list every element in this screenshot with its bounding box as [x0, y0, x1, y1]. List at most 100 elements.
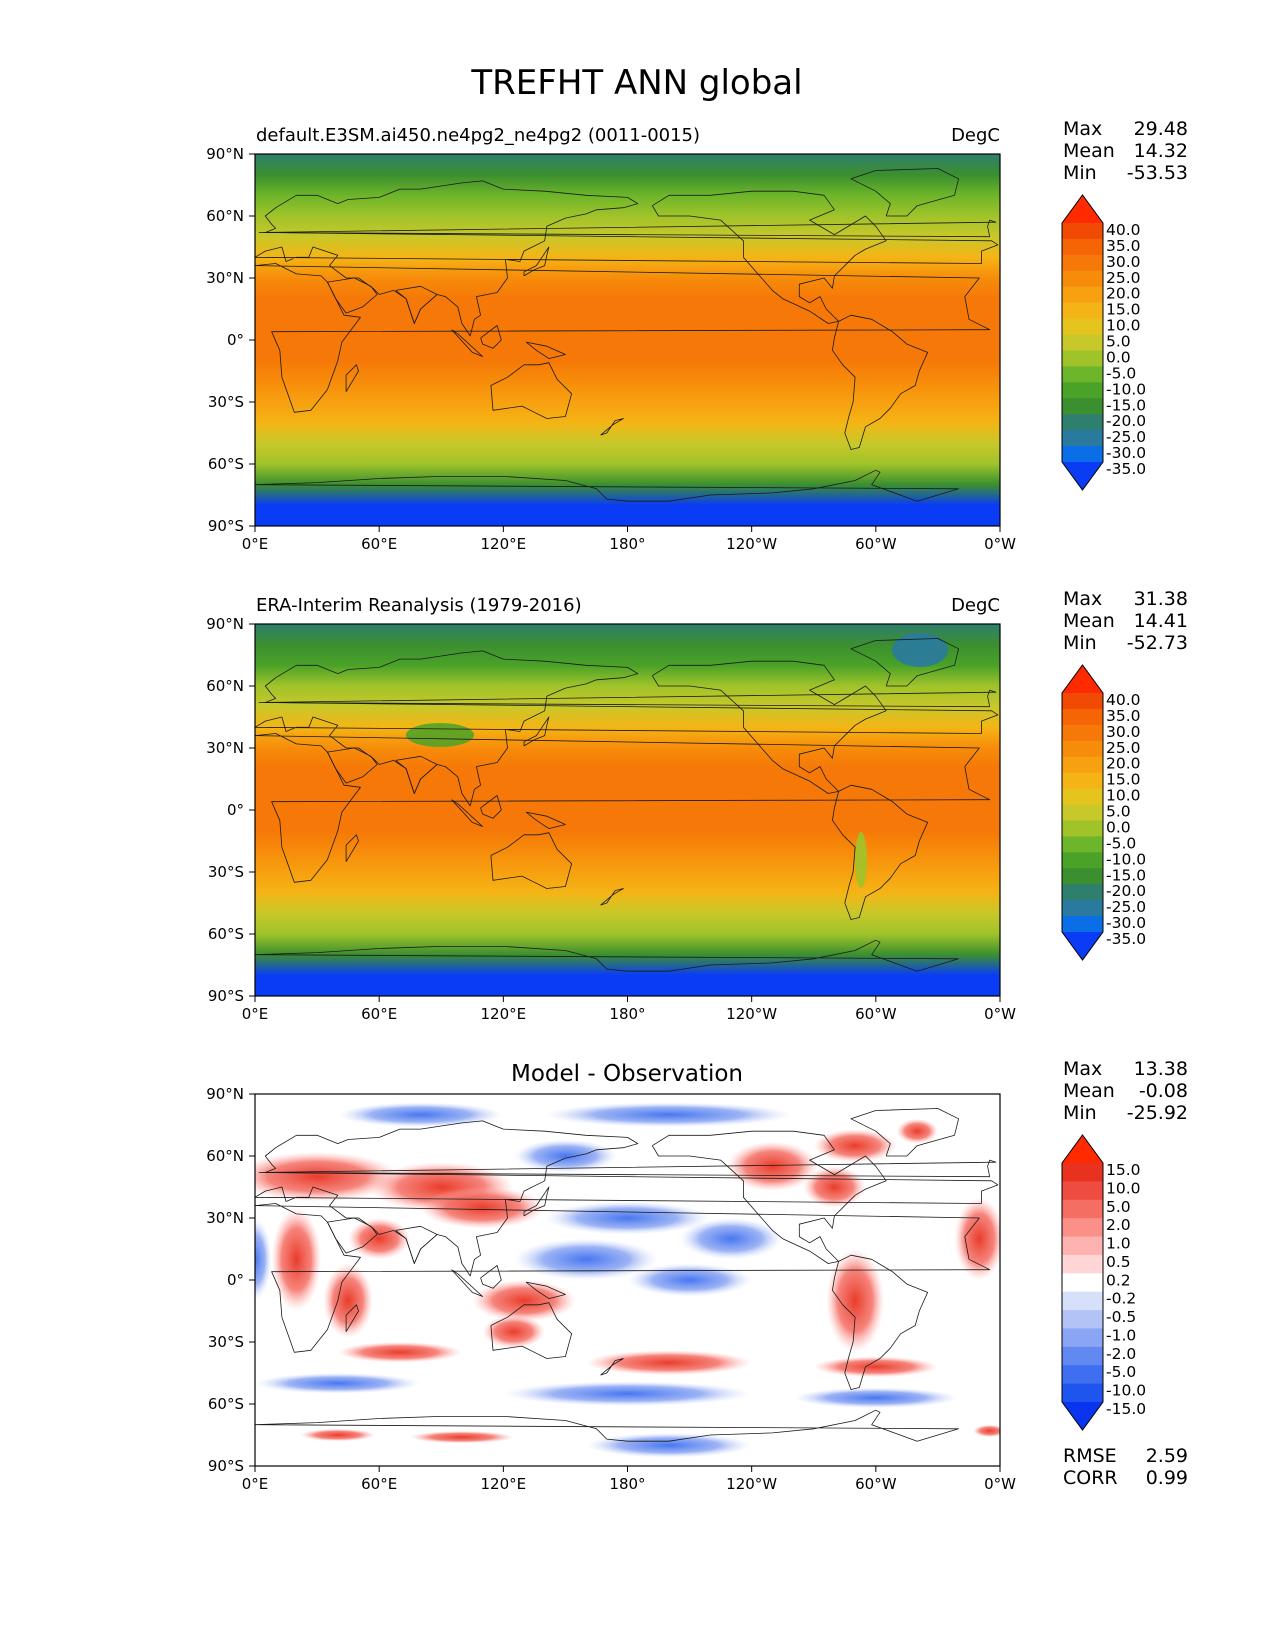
coastline — [523, 716, 550, 747]
y-tick-label: 30°N — [206, 269, 244, 287]
colorbar-level-label: 0.0 — [1106, 818, 1131, 836]
cool-anomaly — [503, 1381, 752, 1407]
colorbar-level-label: 40.0 — [1106, 221, 1141, 239]
coastline — [395, 755, 438, 794]
colorbar-swatch — [1062, 238, 1103, 256]
panel-model-title: default.E3SM.ai450.ne4pg2_ne4pg2 (0011-0… — [256, 125, 700, 146]
colorbar-swatch — [1062, 740, 1103, 758]
stat-min-value: -52.73 — [1127, 632, 1188, 654]
cool-anomaly — [679, 1218, 783, 1260]
stat-mean-label: Mean — [1063, 1080, 1115, 1102]
y-tick-label: 60°N — [206, 1147, 244, 1165]
y-tick-label: 90°S — [208, 1457, 244, 1475]
coastline — [258, 1159, 997, 1178]
x-tick-label: 0°E — [242, 1475, 269, 1493]
cool-anomaly — [544, 1102, 794, 1128]
stat-mean-label: Mean — [1063, 610, 1115, 632]
y-tick-label: 90°S — [208, 987, 244, 1005]
colorbar-swatch — [1062, 1365, 1103, 1385]
coastline — [850, 638, 959, 687]
colorbar-swatch — [1062, 430, 1103, 447]
colorbar-swatch — [1062, 286, 1103, 304]
colorbar-swatch — [1062, 1346, 1103, 1366]
colorbar-extend-max — [1062, 195, 1103, 223]
x-tick-label: 120°E — [481, 1475, 527, 1493]
panel-diff-axes: 0°E 60°E 120°E 180° 120°W 60°W 0°W 90°N 60°N 30°N… — [206, 1085, 1016, 1493]
colorbar-level-label: -5.0 — [1106, 1363, 1136, 1381]
colorbar-level-label: -5.0 — [1106, 364, 1136, 382]
warm-anomaly — [348, 1218, 411, 1260]
warm-anomaly — [803, 1166, 866, 1208]
cool-anomaly — [337, 1102, 504, 1128]
cool-anomaly — [544, 1201, 711, 1235]
colorbar-swatch — [1062, 1273, 1103, 1293]
colorbar-swatch — [1062, 223, 1103, 240]
colorbar-level-label: 35.0 — [1106, 707, 1141, 725]
warm-anomaly — [896, 1118, 938, 1144]
metric-corr-label: CORR — [1063, 1467, 1118, 1489]
coastline — [832, 314, 928, 450]
coastline — [525, 341, 566, 359]
panel-model-colorbar: 40.035.030.025.020.015.010.05.00.0-5.0-1… — [1061, 194, 1146, 491]
colorbar-level-label: 25.0 — [1106, 739, 1141, 757]
x-tick-label: 180° — [609, 535, 645, 553]
warm-anomaly — [482, 1315, 545, 1349]
colorbar-swatch — [1062, 693, 1103, 710]
coastline — [327, 747, 378, 784]
x-tick-label: 60°W — [855, 1475, 897, 1493]
colorbar-level-label: -10.0 — [1106, 1382, 1146, 1400]
y-tick-label: 0° — [227, 1271, 244, 1289]
coastline — [345, 1304, 359, 1332]
coastline — [255, 1409, 959, 1442]
x-tick-label: 0°E — [242, 1005, 269, 1023]
colorbar-level-label: -20.0 — [1106, 882, 1146, 900]
x-tick-label: 0°W — [984, 535, 1016, 553]
colorbar-extend-min — [1062, 932, 1103, 960]
warm-anomaly — [973, 1424, 1000, 1438]
stat-min-label: Min — [1063, 1102, 1097, 1124]
colorbar-swatch — [1062, 900, 1103, 917]
colorbar-swatch — [1062, 788, 1103, 806]
colorbar-swatch — [1062, 1236, 1103, 1256]
coastline — [523, 1186, 550, 1217]
coastline — [345, 364, 359, 392]
stat-mean-value: -0.08 — [1139, 1080, 1188, 1102]
colorbar-level-label: 10.0 — [1106, 1179, 1141, 1197]
colorbar-swatch — [1062, 382, 1103, 399]
x-tick-label: 180° — [609, 1005, 645, 1023]
tibet-plateau — [406, 723, 474, 747]
colorbar-level-label: 15.0 — [1106, 771, 1141, 789]
colorbar-swatch — [1062, 724, 1103, 742]
colorbar-swatch — [1062, 756, 1103, 774]
greenland-cold — [892, 633, 948, 667]
warm-anomaly — [954, 1197, 1000, 1280]
coastline — [258, 219, 997, 238]
coastline — [490, 832, 572, 889]
colorbar-swatch — [1062, 868, 1103, 885]
x-tick-label: 120°W — [726, 1475, 777, 1493]
colorbar-swatch — [1062, 820, 1103, 837]
panel-obs-colorbar: 40.035.030.025.020.015.010.05.00.0-5.0-1… — [1061, 664, 1146, 961]
y-tick-label: 30°S — [208, 863, 244, 881]
panel-model-axes: 0°E 60°E 120°E 180° 120°W 60°W 0°W 90°N 60°N 30°N… — [206, 145, 1016, 553]
coastline — [480, 325, 502, 349]
colorbar-swatch — [1062, 446, 1103, 463]
colorbar-swatch — [1062, 804, 1103, 822]
x-tick-label: 180° — [609, 1475, 645, 1493]
warm-anomaly — [826, 1249, 885, 1353]
x-tick-label: 0°E — [242, 535, 269, 553]
x-tick-label: 60°E — [361, 535, 397, 553]
panel-diff-colorbar: 15.010.05.02.01.00.50.2-0.2-0.5-1.0-2.0-… — [1061, 1134, 1146, 1431]
colorbar-level-label: 25.0 — [1106, 269, 1141, 287]
colorbar-level-label: -15.0 — [1106, 866, 1146, 884]
coastline — [850, 168, 959, 217]
panel-model-stats: Max 29.48 Mean 14.32 Min -53.53 — [1063, 118, 1188, 184]
coastline — [490, 1302, 572, 1359]
x-tick-label: 120°W — [726, 1005, 777, 1023]
coastline — [480, 1265, 502, 1289]
colorbar-level-label: 35.0 — [1106, 237, 1141, 255]
x-tick-label: 60°W — [855, 535, 897, 553]
coastline — [600, 418, 624, 436]
warm-anomaly — [255, 1151, 400, 1202]
